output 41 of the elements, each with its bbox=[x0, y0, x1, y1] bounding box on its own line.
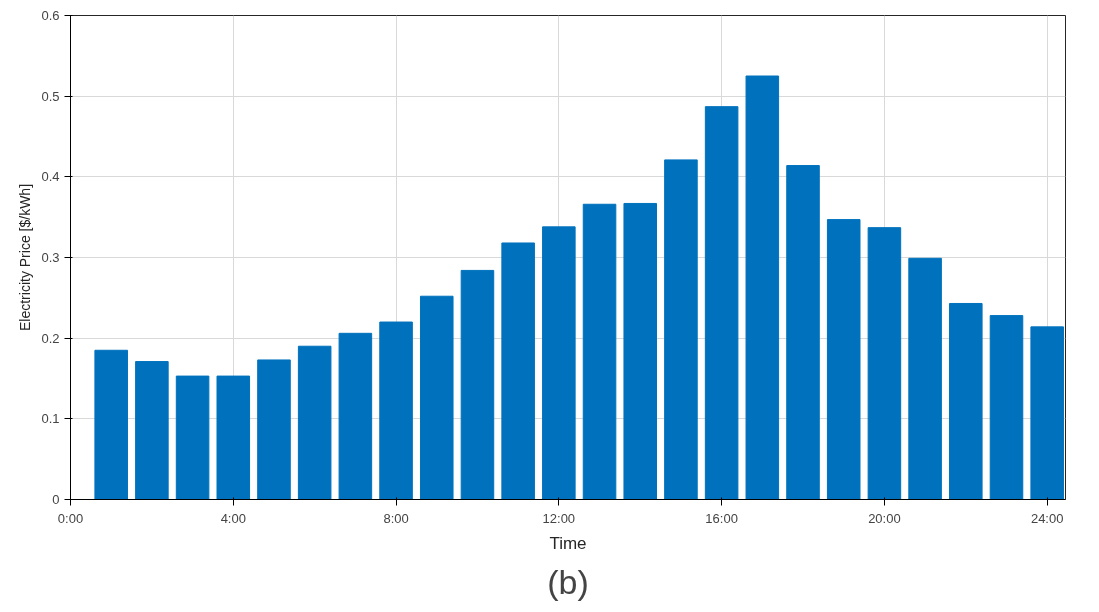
bar bbox=[582, 203, 617, 500]
x-tick-label: 20:00 bbox=[868, 510, 901, 526]
bar bbox=[745, 75, 780, 500]
bar bbox=[379, 321, 413, 500]
bar bbox=[949, 302, 983, 500]
y-axis-title: Electricity Price [$/kWh] bbox=[17, 183, 34, 332]
bar bbox=[338, 332, 373, 500]
bar bbox=[460, 269, 495, 500]
bar bbox=[175, 375, 210, 500]
y-tick-label: 0.2 bbox=[41, 330, 60, 346]
x-tick-label: 8:00 bbox=[383, 510, 409, 526]
y-tick-label: 0.1 bbox=[41, 411, 60, 427]
text: (b) bbox=[547, 562, 589, 601]
bar bbox=[1030, 326, 1064, 500]
bar bbox=[908, 257, 942, 500]
y-tick-label: 0.6 bbox=[41, 8, 60, 23]
bar bbox=[542, 226, 576, 500]
bar bbox=[297, 345, 332, 500]
x-tick-label: 4:00 bbox=[220, 510, 246, 526]
y-tick-label: 0 bbox=[52, 492, 60, 507]
bar bbox=[257, 359, 291, 500]
bar bbox=[419, 295, 454, 500]
bar bbox=[867, 227, 902, 500]
bar bbox=[786, 165, 820, 500]
x-tick-label: 24:00 bbox=[1030, 510, 1064, 526]
bar bbox=[623, 202, 658, 500]
bar bbox=[94, 349, 128, 500]
bar bbox=[664, 159, 698, 500]
bar bbox=[989, 315, 1024, 500]
bar bbox=[826, 219, 861, 500]
x-tick-label: 16:00 bbox=[705, 510, 738, 526]
bar bbox=[216, 375, 251, 500]
bar bbox=[135, 361, 169, 500]
bar bbox=[501, 242, 535, 500]
y-tick-label: 0.4 bbox=[41, 169, 60, 185]
y-tick-label: 0.3 bbox=[41, 250, 60, 265]
x-tick-label: 0:00 bbox=[57, 510, 84, 526]
bar bbox=[704, 106, 739, 500]
x-tick-label: 12:00 bbox=[542, 510, 576, 526]
x-axis-title: Time bbox=[549, 533, 587, 553]
y-tick-label: 0.5 bbox=[41, 88, 60, 104]
